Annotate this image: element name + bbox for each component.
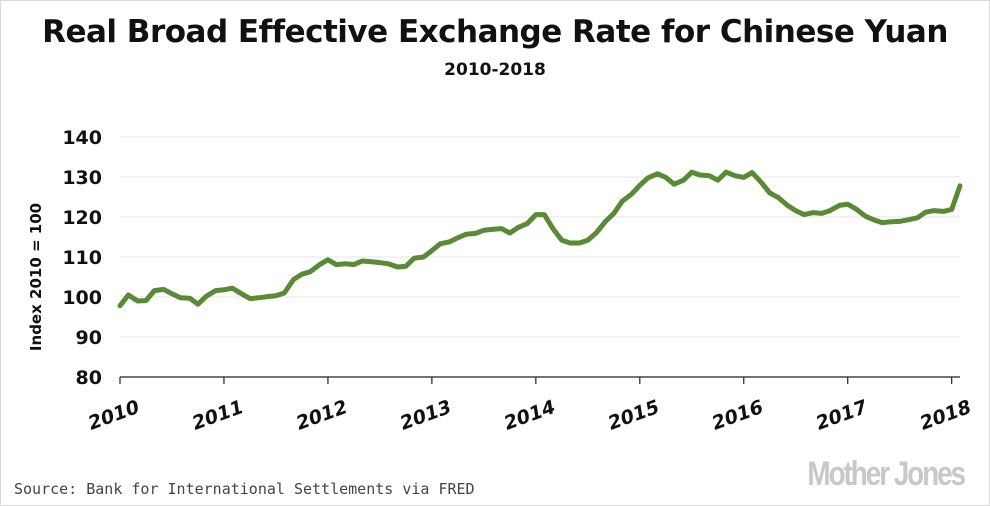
y-axis-ticks: 80 90 100 110 120 130 140	[62, 127, 102, 389]
x-tick-label: 2013	[397, 396, 454, 435]
chart-title: Real Broad Effective Exchange Rate for C…	[42, 14, 948, 50]
x-tick-label: 2014	[501, 396, 558, 435]
y-tick-label: 90	[76, 327, 102, 349]
y-tick-label: 80	[76, 367, 102, 389]
x-tick-label: 2012	[293, 396, 350, 435]
y-tick-label: 130	[62, 167, 102, 189]
x-tick-label: 2016	[709, 396, 766, 435]
x-tick-label: 2010	[85, 396, 142, 435]
x-tick-label: 2015	[605, 396, 662, 435]
x-tick-label: 2018	[917, 396, 974, 435]
source-note: Source: Bank for International Settlemen…	[14, 480, 475, 498]
x-axis-ticks: 2010 2011 2012 2013 2014 2015 2016 2017 2018	[85, 377, 974, 435]
x-tick-label: 2011	[189, 396, 246, 435]
y-tick-label: 110	[62, 247, 102, 269]
y-tick-label: 140	[62, 127, 102, 149]
series-line-0	[117, 169, 963, 309]
publisher-logo: Mother Jones	[807, 455, 966, 493]
y-tick-label: 100	[62, 287, 102, 309]
chart-subtitle: 2010-2018	[444, 60, 546, 80]
y-tick-label: 120	[62, 207, 102, 229]
series-group	[117, 169, 963, 309]
gridlines	[120, 136, 960, 338]
y-axis-label: Index 2010 = 100	[27, 203, 45, 351]
x-tick-label: 2017	[813, 396, 871, 435]
